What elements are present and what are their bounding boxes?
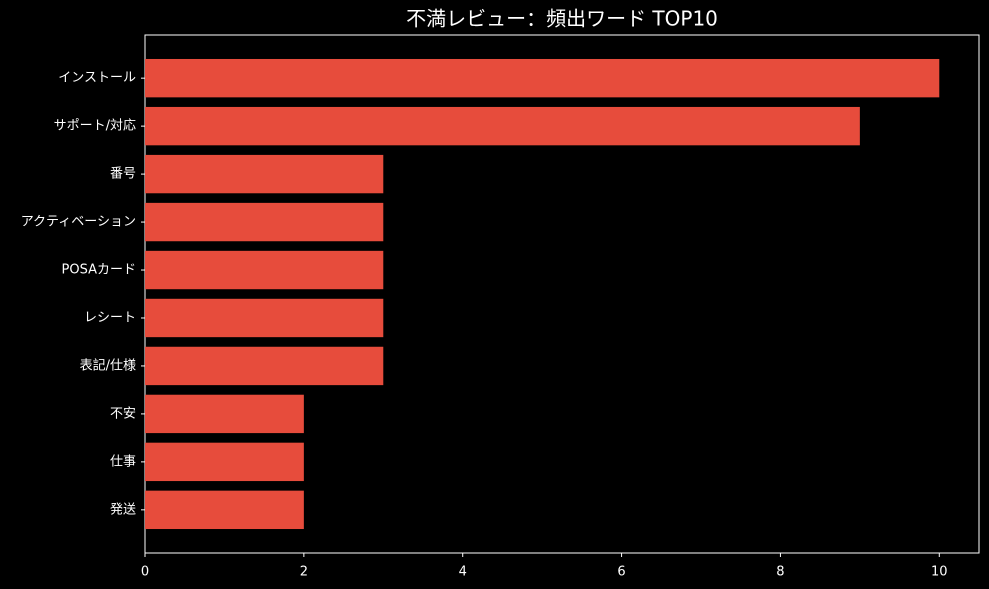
y-tick-label: アクティベーション: [21, 215, 136, 230]
y-tick-label: 発送: [110, 502, 136, 517]
y-tick-label: 仕事: [110, 454, 136, 469]
x-tick-label: 10: [931, 565, 948, 580]
y-tick-label: 表記/仕様: [80, 357, 136, 373]
x-tick-label: 6: [617, 565, 625, 580]
bar: [145, 154, 384, 194]
plot-frame: [144, 34, 980, 554]
y-tick-label: 番号: [110, 167, 136, 182]
bar: [145, 106, 860, 146]
x-tick-label: 0: [141, 565, 149, 580]
y-tick-label: インストール: [58, 71, 136, 86]
x-tick-label: 2: [300, 565, 308, 580]
chart-title: 不満レビュー：頻出ワード TOP10: [406, 7, 718, 31]
y-tick-label: POSAカード: [62, 263, 136, 278]
bar: [145, 346, 384, 386]
y-tick-label: 不安: [110, 406, 136, 421]
y-tick-label: レシート: [84, 310, 136, 325]
bar: [145, 442, 304, 482]
bar: [145, 58, 940, 98]
bar: [145, 250, 384, 290]
x-tick-label: 4: [459, 565, 467, 580]
bar: [145, 490, 304, 530]
y-tick-label: サポート/対応: [54, 119, 136, 134]
bar: [145, 202, 384, 242]
x-tick-label: 8: [776, 565, 784, 580]
bar: [145, 394, 304, 434]
bar: [145, 298, 384, 338]
